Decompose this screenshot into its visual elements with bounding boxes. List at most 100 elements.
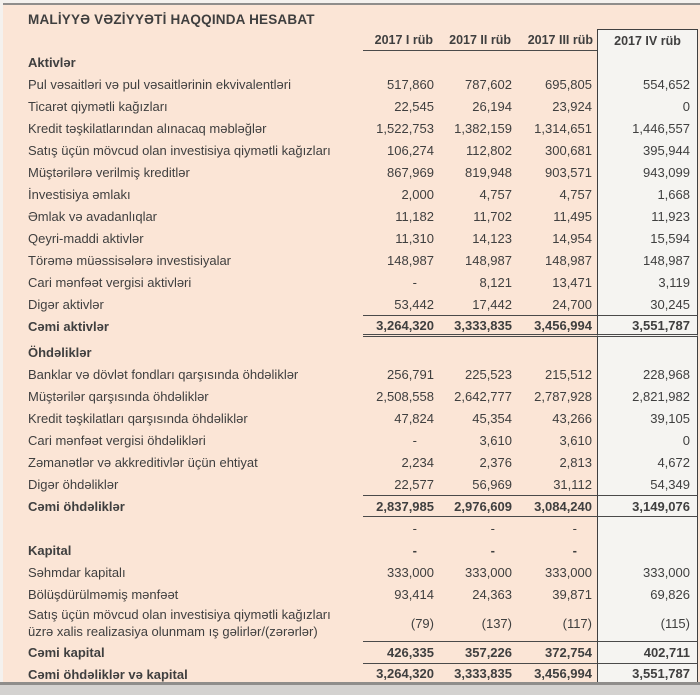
value-cell: 333,000	[597, 561, 698, 583]
value-cell	[437, 51, 515, 73]
value-cell	[515, 341, 597, 363]
table-row: Cari mənfəət vergisi aktivləri - 8,121 13,4…	[3, 271, 700, 293]
table-row: Törəmə müəssisələrə investisiyalar 148,98…	[3, 249, 700, 271]
value-cell: 93,414	[394, 586, 434, 602]
value-cell: 17,442	[472, 296, 512, 312]
section-row: Öhdəliklər	[3, 341, 700, 363]
table-row: Bölüşdürülməmiş mənfəət 93,414 24,363 39,87…	[3, 583, 700, 605]
value-cell: 47,824	[394, 410, 434, 426]
value-cell: 4,672	[597, 451, 698, 473]
row-label: Pul vəsaitləri və pul vəsaitlərinin ekvi…	[28, 76, 292, 92]
row-label	[3, 517, 363, 539]
table-row: Cari mənfəət vergisi öhdəlikləri - 3,610 3,…	[3, 429, 700, 451]
value-cell: 2,813	[559, 454, 592, 470]
value-cell: 0	[597, 95, 698, 117]
value-cell: -	[412, 542, 417, 558]
value-cell: -	[490, 520, 495, 536]
value-cell: 54,349	[597, 473, 698, 495]
value-cell	[597, 337, 698, 341]
row-label: Müştərilərə verilmiş kreditlər	[28, 164, 190, 180]
value-cell: (137)	[481, 615, 512, 631]
value-cell: 11,923	[597, 205, 698, 227]
row-label: Cəmi öhdəliklər	[28, 498, 125, 514]
row-label: Satış üçün mövcud olan investisiya qiymə…	[3, 605, 363, 641]
value-cell: 1,668	[597, 183, 698, 205]
value-cell: 372,754	[515, 641, 597, 663]
row-label: Cəmi kapital	[28, 644, 105, 660]
value-cell: 1,522,753	[376, 120, 434, 136]
value-cell: 53,442	[394, 296, 434, 312]
value-cell: 517,860	[387, 76, 434, 92]
row-label: Cəmi öhdəliklər və kapital	[28, 666, 188, 682]
value-cell: 24,700	[552, 296, 592, 312]
value-cell: 11,495	[553, 208, 592, 224]
row-label: Törəmə müəssisələrə investisiyalar	[28, 252, 232, 268]
value-cell: 3,264,320	[363, 315, 437, 337]
value-cell: 22,577	[394, 476, 434, 492]
value-cell: 22,545	[394, 98, 434, 114]
value-cell: 943,099	[597, 161, 698, 183]
value-cell: 148,987	[465, 252, 512, 268]
value-cell: 69,826	[597, 583, 698, 605]
value-cell: 31,112	[553, 476, 592, 492]
row-label: Kredit təşkilatlarından alınacaq məbləğl…	[28, 120, 267, 136]
value-cell: 225,523	[465, 366, 512, 382]
table-row: Qeyri-maddi aktivlər 11,310 14,123 14,954 15…	[3, 227, 700, 249]
value-cell: 13,471	[552, 274, 592, 290]
value-cell: 2,508,558	[376, 388, 434, 404]
value-cell: 11,702	[473, 208, 512, 224]
value-cell: 112,802	[465, 142, 512, 158]
row-label: Cari mənfəət vergisi aktivləri	[28, 274, 192, 290]
row-label-line2: üzrə xalis realizasiya olunmam ış gəlirl…	[28, 624, 318, 639]
value-cell: 2,821,982	[597, 385, 698, 407]
table-row: Müştərilər qarşısında öhdəliklər 2,508,55…	[3, 385, 700, 407]
value-cell: (79)	[410, 615, 434, 631]
value-cell: 2,787,928	[534, 388, 592, 404]
value-cell: 903,571	[545, 164, 592, 180]
section-row: Aktivlər	[3, 51, 700, 73]
value-cell: 3,551,787	[597, 315, 698, 337]
value-cell: -	[572, 520, 577, 536]
table-row: Digər öhdəliklər 22,577 56,969 31,112 54,349	[3, 473, 700, 495]
value-cell: 39,105	[597, 407, 698, 429]
table-row: Əmlak və avadanlıqlar 11,182 11,702 11,495 1…	[3, 205, 700, 227]
value-cell: 2,234	[401, 454, 434, 470]
row-label: Digər öhdəliklər	[28, 476, 119, 492]
table-row: Cəmi kapital 426,335 357,226 372,754 402,711	[3, 641, 700, 663]
value-cell: 30,245	[597, 293, 698, 315]
value-cell: 402,711	[597, 641, 698, 663]
row-label: Kapital	[28, 542, 72, 558]
value-cell: 15,594	[597, 227, 698, 249]
value-cell: 23,924	[552, 98, 592, 114]
value-cell: -	[412, 274, 417, 290]
value-cell: 256,791	[387, 366, 434, 382]
table-row: Ticarət qiymətli kağızları 22,545 26,194 23…	[3, 95, 700, 117]
column-header-q4: 2017 IV rüb	[597, 29, 698, 51]
row-label: Əmlak və avadanlıqlar	[28, 208, 158, 224]
row-label: Öhdəliklər	[28, 344, 92, 360]
table-row	[3, 337, 700, 341]
value-cell: 148,987	[387, 252, 434, 268]
row-label: Satış üçün mövcud olan investisiya qiymə…	[28, 142, 331, 158]
value-cell: 695,805	[545, 76, 592, 92]
row-label: Kredit təşkilatları qarşısında öhdəliklə…	[28, 410, 248, 426]
value-cell	[363, 51, 437, 73]
value-cell: 3,119	[597, 271, 698, 293]
value-cell: 554,652	[597, 73, 698, 95]
value-cell: (115)	[597, 605, 698, 641]
row-label: Bölüşdürülməmiş mənfəət	[28, 586, 179, 602]
table-header-row: 2017 I rüb 2017 II rüb 2017 III rüb 2017…	[3, 29, 700, 51]
value-cell: 26,194	[472, 98, 512, 114]
table-row: Müştərilərə verilmiş kreditlər 867,969 819…	[3, 161, 700, 183]
table-row: Kredit təşkilatlarından alınacaq məbləğl…	[3, 117, 700, 139]
row-label: İnvestisiya əmlakı	[28, 186, 131, 202]
table-row: Cəmi öhdəliklər 2,837,985 2,976,609 3,084,2…	[3, 495, 700, 517]
value-cell: (117)	[562, 615, 592, 631]
value-cell: 1,446,557	[597, 117, 698, 139]
financial-table: 2017 I rüb 2017 II rüb 2017 III rüb 2017…	[3, 29, 700, 685]
row-label: Aktivlər	[28, 54, 76, 70]
row-label: Cari mənfəət vergisi öhdəlikləri	[28, 432, 206, 448]
row-label: Zəmanətlər və akkreditivlər üçün ehtiyat	[28, 454, 258, 470]
value-cell: 3,333,835	[437, 315, 515, 337]
value-cell	[597, 517, 698, 539]
